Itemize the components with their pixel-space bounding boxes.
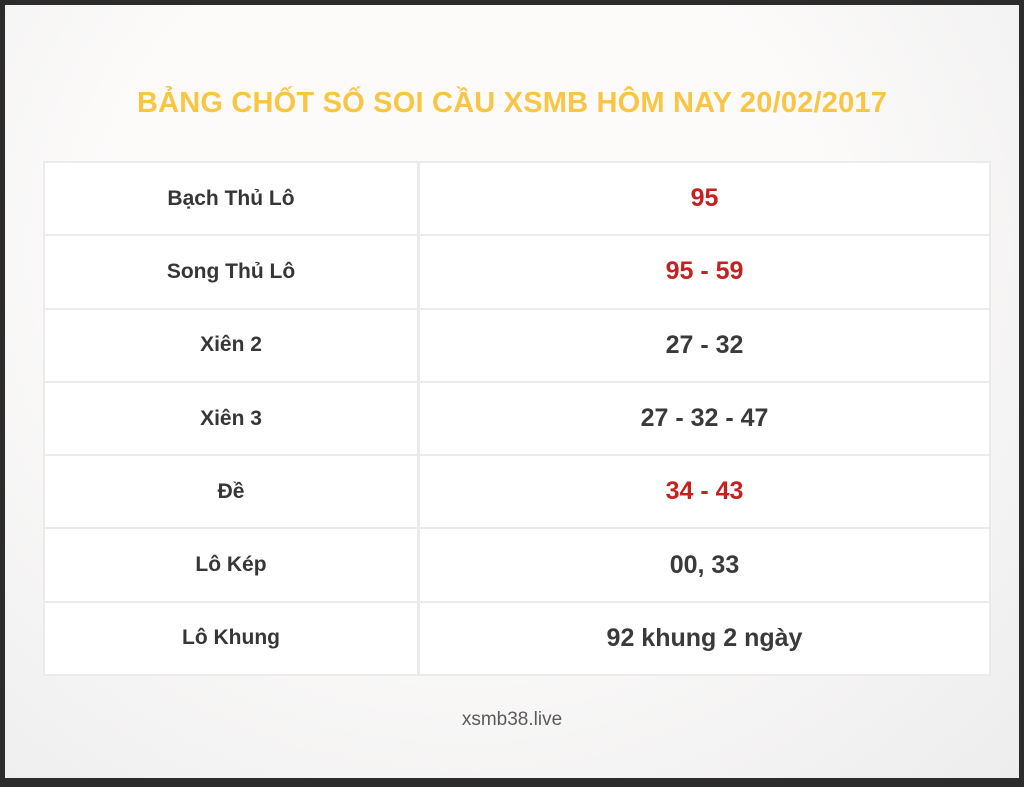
row-value: 92 khung 2 ngày xyxy=(606,623,803,652)
row-label: Lô Khung xyxy=(45,602,420,675)
row-value: 00, 33 xyxy=(669,550,740,579)
site-domain-text: xsmb38.live xyxy=(461,709,563,730)
table-row: Song Thủ Lô 95 - 59 xyxy=(45,236,989,310)
table-row: Lô Kép 00, 33 xyxy=(45,529,989,603)
table-row: Lô Khung 92 khung 2 ngày xyxy=(45,602,989,675)
row-label: Song Thủ Lô xyxy=(45,236,420,308)
row-value: 34 - 43 xyxy=(665,477,744,506)
row-label: Xiên 2 xyxy=(45,309,420,381)
row-label: Lô Kép xyxy=(45,529,420,601)
row-label: Xiên 3 xyxy=(45,382,420,455)
row-value: 27 - 32 - 47 xyxy=(640,404,769,433)
table-row: Xiên 2 27 - 32 xyxy=(45,309,989,383)
table-row: Xiên 3 27 - 32 - 47 xyxy=(45,382,989,457)
row-value: 27 - 32 xyxy=(665,330,744,359)
table-row: Bạch Thủ Lô 95 xyxy=(45,163,989,237)
row-value: 95 - 59 xyxy=(665,257,744,286)
row-label: Đề xyxy=(45,456,420,528)
table-row: Đề 34 - 43 xyxy=(45,456,989,530)
page-title: BẢNG CHỐT SỐ SOI CẦU XSMB HÔM NAY 20/02/… xyxy=(136,87,888,119)
row-value: 95 xyxy=(690,184,719,213)
row-label: Bạch Thủ Lô xyxy=(45,163,420,235)
prediction-table: Bạch Thủ Lô 95 Song Thủ Lô 95 - 59 Xiên … xyxy=(43,161,991,677)
